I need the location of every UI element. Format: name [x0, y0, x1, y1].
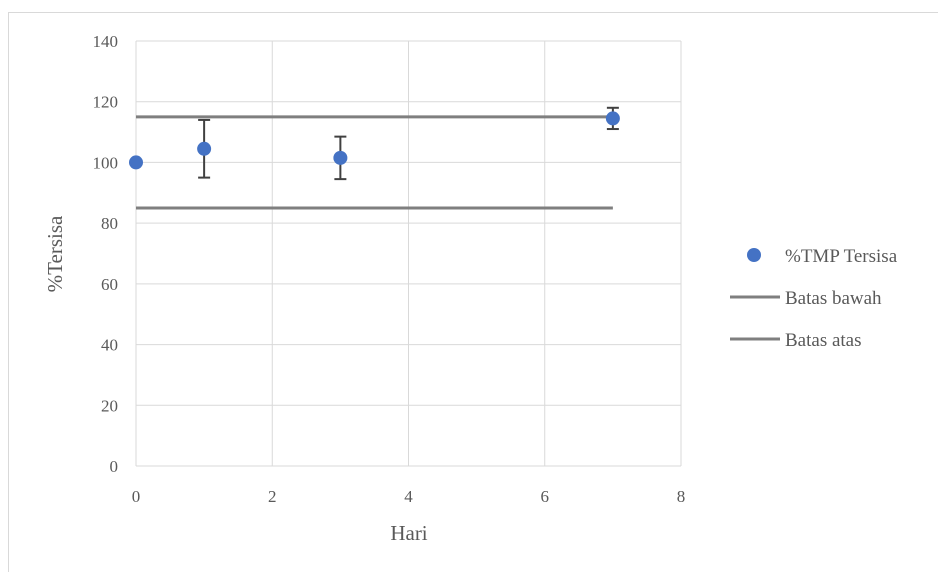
legend-marker [747, 248, 761, 262]
data-point [333, 150, 348, 165]
legend-label: Batas bawah [785, 288, 882, 309]
tick-labels: 0 20 40 60 80 100 120 140 0 2 4 6 8 [93, 32, 686, 506]
x-tick-label: 6 [541, 487, 550, 506]
y-tick-label: 100 [93, 153, 119, 172]
y-tick-label: 40 [101, 336, 118, 355]
y-tick-label: 20 [101, 396, 118, 415]
data-point [197, 141, 212, 156]
y-tick-label: 140 [93, 32, 119, 51]
legend: %TMP Tersisa Batas bawah Batas atas [730, 246, 898, 351]
limit-lines [136, 115, 613, 210]
data-point [605, 111, 620, 126]
x-tick-label: 0 [132, 487, 141, 506]
y-tick-label: 80 [101, 214, 118, 233]
data-points [129, 106, 620, 181]
legend-label: %TMP Tersisa [785, 246, 898, 267]
x-axis-label: Hari [390, 521, 427, 545]
data-point [129, 155, 143, 170]
y-axis-label: %Tersisa [43, 215, 67, 292]
x-tick-label: 2 [268, 487, 277, 506]
x-tick-label: 4 [404, 487, 413, 506]
y-tick-label: 60 [101, 275, 118, 294]
chart-frame [8, 12, 938, 572]
x-tick-label: 8 [677, 487, 686, 506]
y-tick-label: 0 [110, 457, 119, 476]
y-tick-label: 120 [93, 93, 119, 112]
gridlines [135, 40, 682, 467]
legend-label: Batas atas [785, 330, 862, 351]
